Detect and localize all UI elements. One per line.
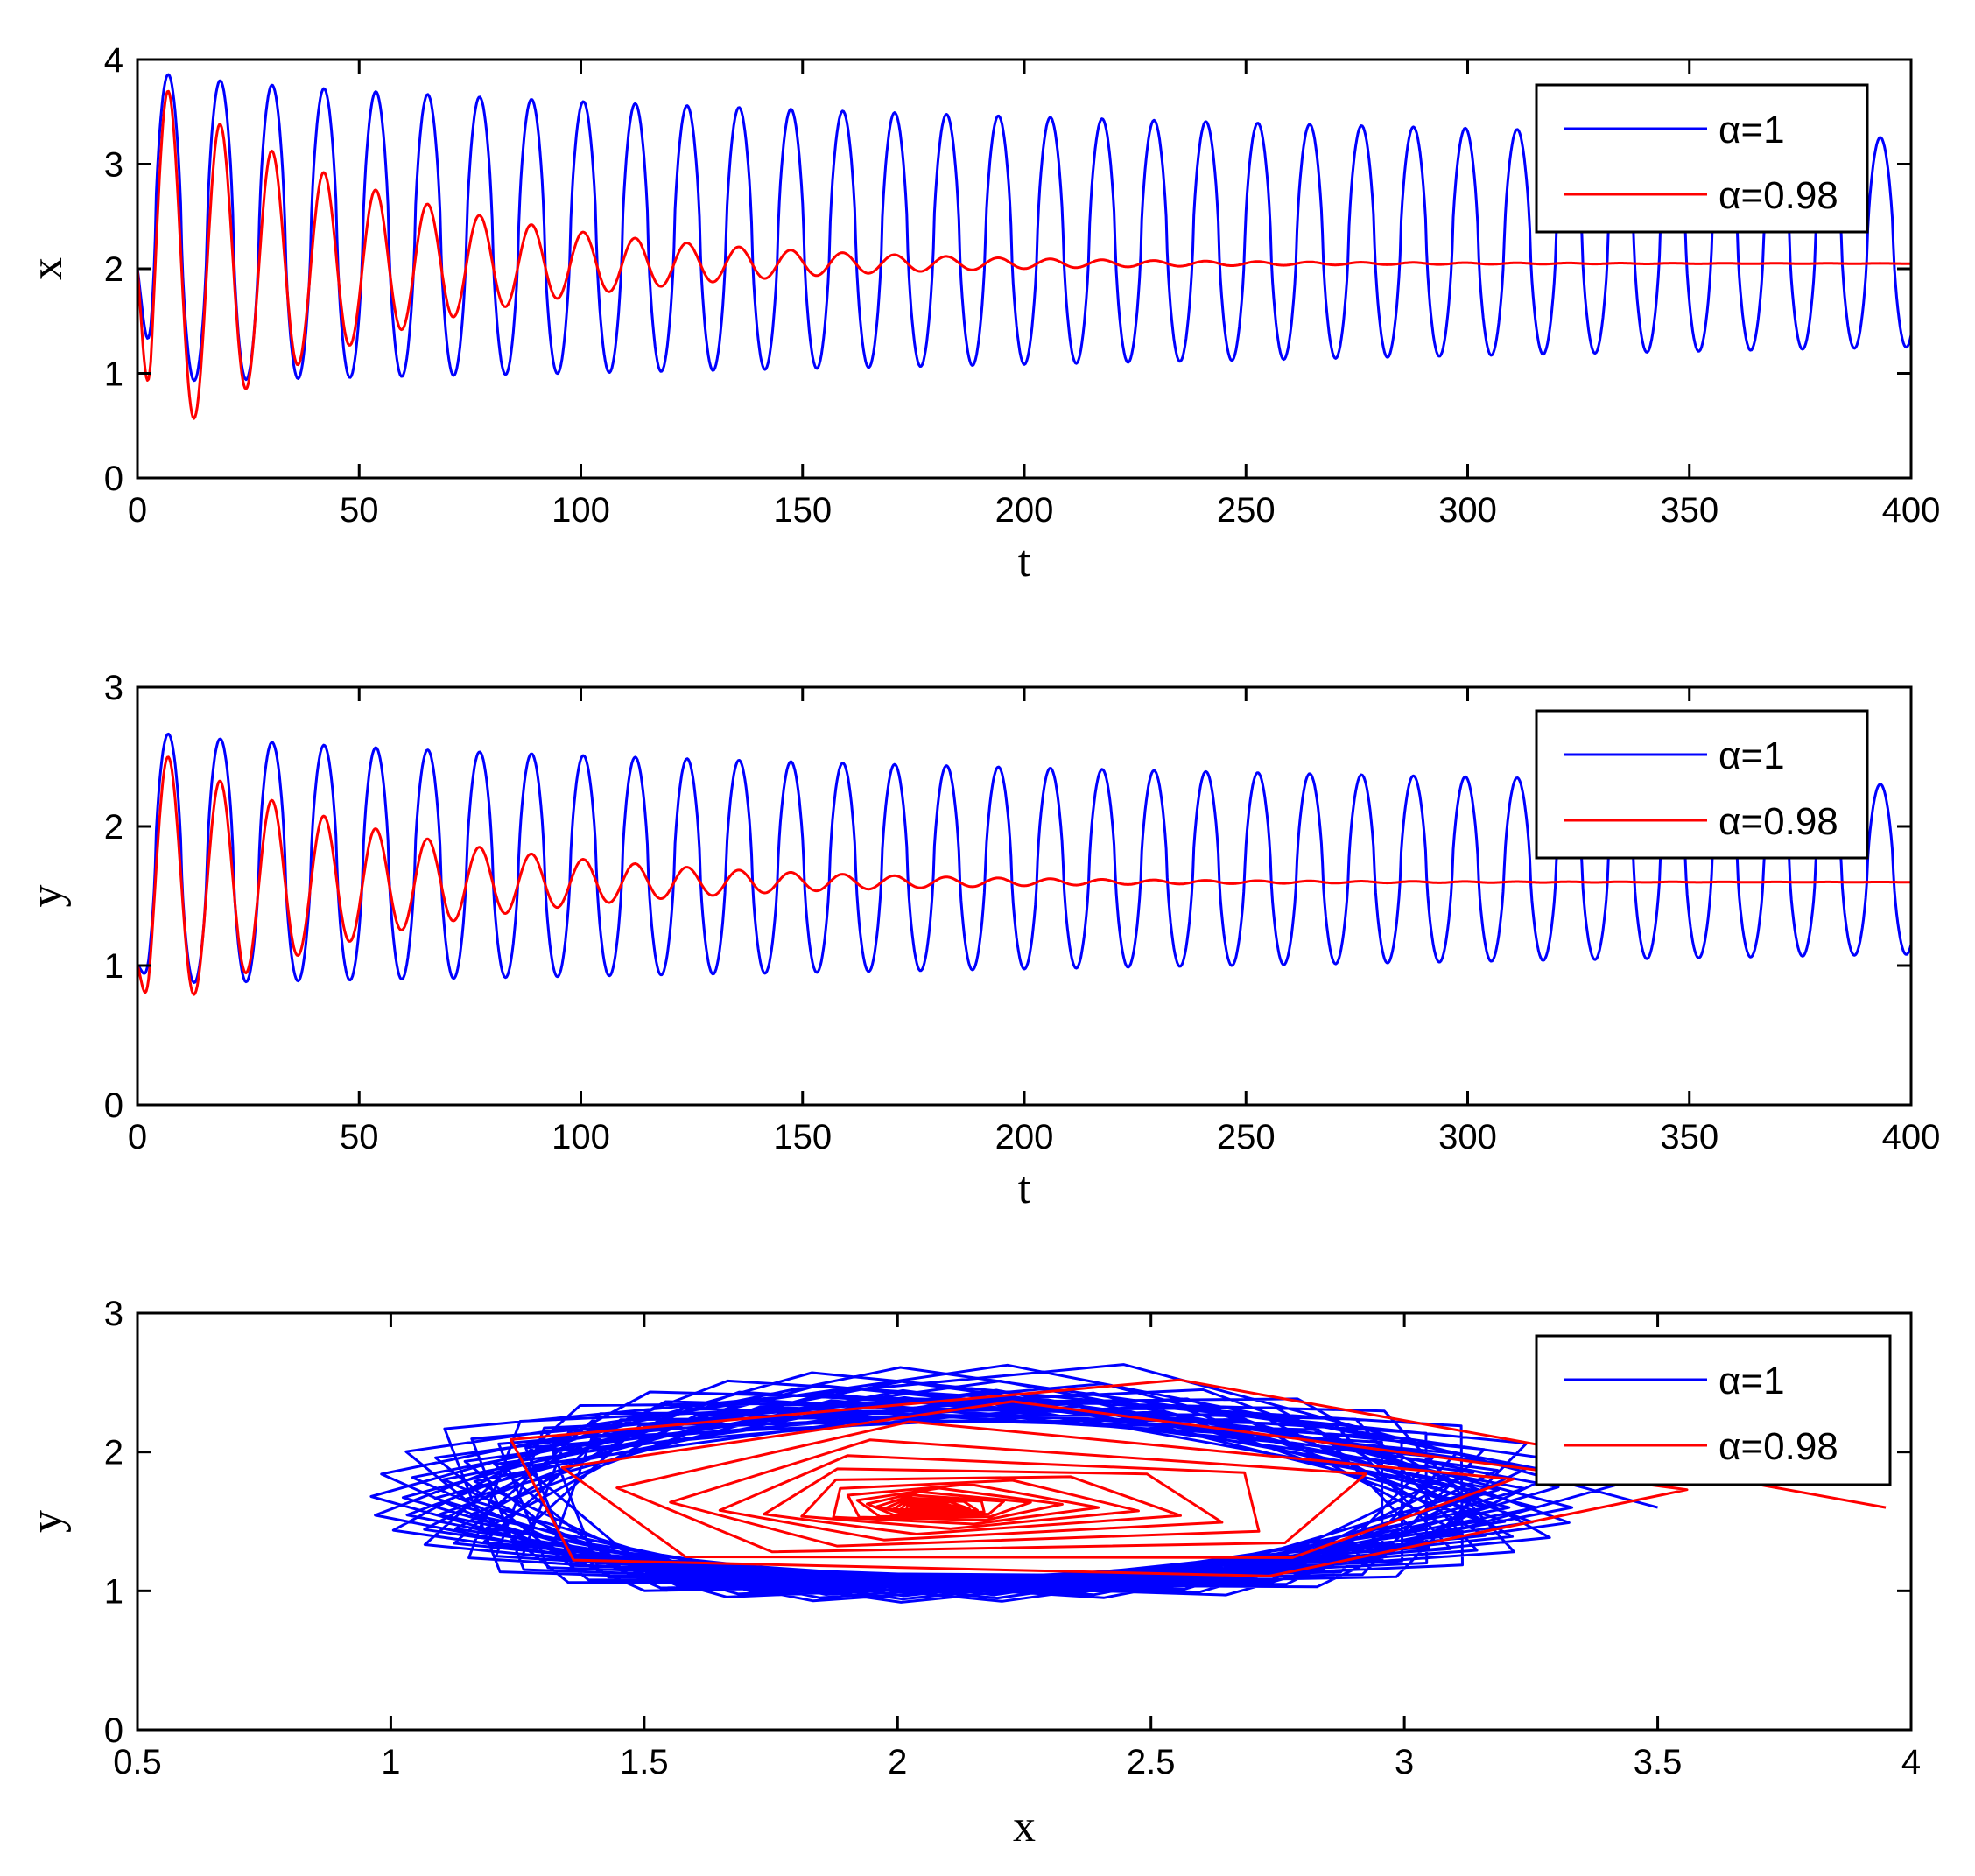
y-tick-label: 0 bbox=[104, 1086, 123, 1125]
x-tick-label: 3 bbox=[1395, 1743, 1414, 1781]
x-axis-label: t bbox=[1018, 1163, 1031, 1213]
x-tick-label: 350 bbox=[1660, 1118, 1718, 1156]
y-tick-label: 4 bbox=[104, 41, 123, 80]
x-tick-label: 2 bbox=[888, 1743, 907, 1781]
series-line-alpha-0-98 bbox=[137, 89, 1911, 420]
legend-label: α=1 bbox=[1718, 734, 1785, 777]
x-tick-label: 150 bbox=[773, 491, 832, 530]
plot-frame bbox=[136, 1311, 1913, 1732]
y-tick-label: 0 bbox=[104, 1711, 123, 1750]
series-line-alpha-0-98 bbox=[510, 1378, 1887, 1577]
y-axis-label: x bbox=[22, 257, 72, 280]
chart-panel-middle: 0 50 100 150 200 250 300 350 400 0 1 2 3 t y α=1 α=0.98 bbox=[22, 669, 1940, 1213]
x-tick-label: 250 bbox=[1217, 491, 1276, 530]
x-tick-label: 200 bbox=[995, 1118, 1054, 1156]
x-tick-label: 100 bbox=[552, 1118, 610, 1156]
x-tick-label: 400 bbox=[1882, 1118, 1941, 1156]
y-tick-label: 1 bbox=[104, 1572, 123, 1611]
x-tick-label: 50 bbox=[340, 491, 379, 530]
x-axis-label: t bbox=[1018, 537, 1031, 587]
y-tick-label: 2 bbox=[104, 1434, 123, 1472]
x-tick-label: 300 bbox=[1438, 1118, 1497, 1156]
legend-label: α=0.98 bbox=[1718, 800, 1838, 843]
legend: α=1 α=0.98 bbox=[1535, 1334, 1892, 1486]
series-line-alpha-1 bbox=[369, 1363, 1658, 1604]
y-tick-label: 2 bbox=[104, 808, 123, 847]
x-tick-label: 0.5 bbox=[113, 1743, 162, 1781]
x-tick-label: 200 bbox=[995, 491, 1054, 530]
legend-label: α=1 bbox=[1718, 1360, 1785, 1402]
legend-label: α=1 bbox=[1718, 109, 1785, 151]
legend: α=1 α=0.98 bbox=[1535, 83, 1869, 234]
x-tick-label: 50 bbox=[340, 1118, 379, 1156]
x-tick-label: 300 bbox=[1438, 491, 1497, 530]
y-tick-label: 3 bbox=[104, 1295, 123, 1333]
legend-label: α=0.98 bbox=[1718, 174, 1838, 217]
x-tick-label: 0 bbox=[128, 1118, 147, 1156]
y-tick-label: 1 bbox=[104, 355, 123, 394]
x-tick-label: 1 bbox=[381, 1743, 400, 1781]
x-tick-label: 0 bbox=[128, 491, 147, 530]
y-tick-label: 0 bbox=[104, 460, 123, 498]
x-tick-label: 3.5 bbox=[1634, 1743, 1683, 1781]
y-tick-label: 3 bbox=[104, 669, 123, 707]
x-tick-label: 1.5 bbox=[620, 1743, 669, 1781]
x-tick-label: 4 bbox=[1901, 1743, 1921, 1781]
y-tick-label: 1 bbox=[104, 947, 123, 986]
x-tick-label: 400 bbox=[1882, 491, 1941, 530]
legend: α=1 α=0.98 bbox=[1535, 709, 1869, 860]
chart-panel-top: 0 50 100 150 200 250 300 350 400 0 1 2 3 4 t x α=1 α=0.98 bbox=[22, 41, 1940, 587]
x-tick-label: 250 bbox=[1217, 1118, 1276, 1156]
x-tick-label: 100 bbox=[552, 491, 610, 530]
chart-panel-bottom: 0.5 1 1.5 2 2.5 3 3.5 4 0 1 2 3 x y α=1 α=0.98 bbox=[22, 1295, 1921, 1851]
legend-box bbox=[1535, 709, 1869, 860]
legend-label: α=0.98 bbox=[1718, 1425, 1838, 1468]
legend-box bbox=[1535, 83, 1869, 234]
x-tick-label: 150 bbox=[773, 1118, 832, 1156]
series-line-alpha-0-98 bbox=[137, 755, 1911, 996]
y-axis-label: y bbox=[22, 1510, 72, 1533]
x-tick-label: 350 bbox=[1660, 491, 1718, 530]
y-axis-label: y bbox=[22, 885, 72, 908]
legend-box bbox=[1535, 1334, 1892, 1486]
x-axis-label: x bbox=[1013, 1802, 1036, 1851]
y-tick-label: 3 bbox=[104, 146, 123, 185]
x-tick-label: 2.5 bbox=[1127, 1743, 1176, 1781]
y-tick-label: 2 bbox=[104, 250, 123, 289]
